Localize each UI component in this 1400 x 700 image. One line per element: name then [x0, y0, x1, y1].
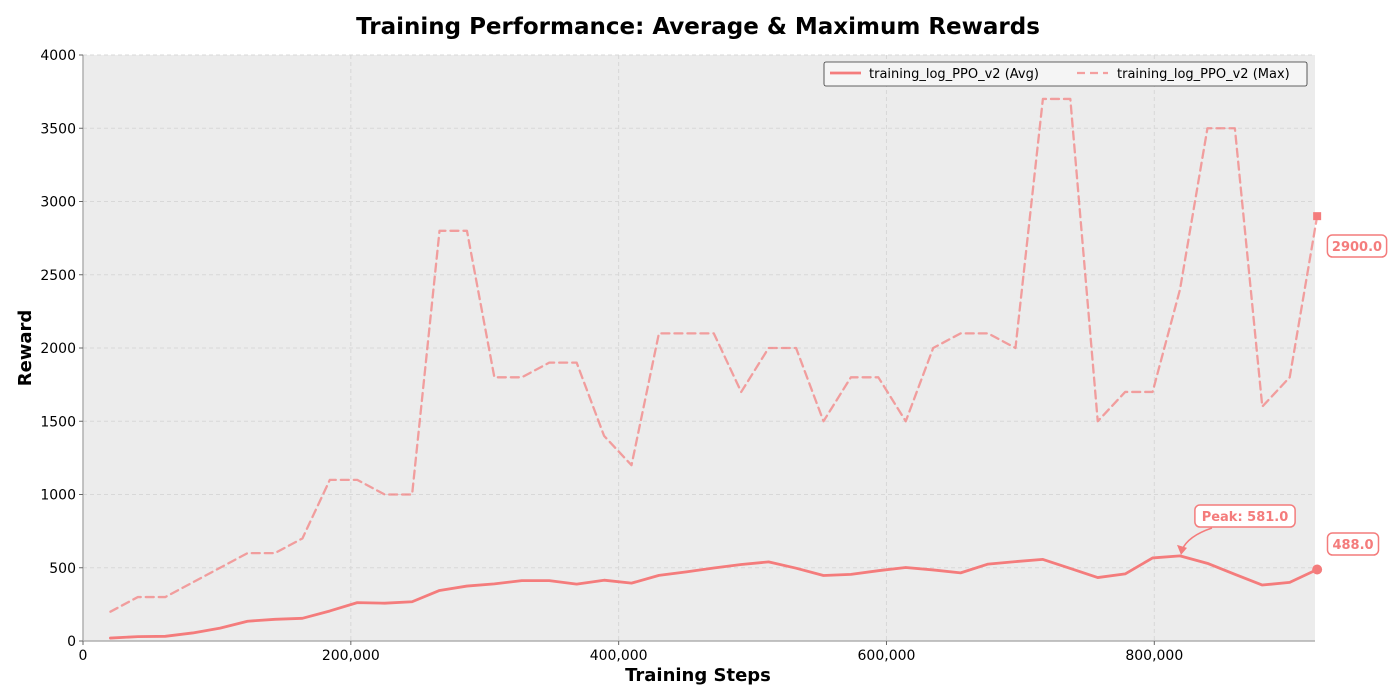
- series-line-avg: [109, 554, 1319, 640]
- max-end-marker: [1313, 212, 1322, 221]
- peak-arrow-head: [1177, 544, 1188, 555]
- y-tick-label: 1500: [40, 414, 76, 430]
- legend-label-avg: training_log_PPO_v2 (Avg): [869, 67, 1039, 82]
- x-tick-label: 0: [79, 648, 88, 664]
- y-tick-label: 2500: [40, 268, 76, 284]
- annotations: 2900.0 488.0 Peak: 581.0: [1177, 234, 1388, 556]
- y-tick-label: 4000: [40, 48, 76, 64]
- last-max-label-box: [1326, 234, 1388, 258]
- chart-title: Training Performance: Average & Maximum …: [356, 14, 1040, 40]
- peak-label-text: Peak: 581.0: [1202, 510, 1289, 525]
- y-tick-label: 500: [49, 561, 76, 577]
- y-tick-label: 1000: [40, 488, 76, 504]
- y-tick-label: 0: [67, 634, 76, 650]
- legend-label-max: training_log_PPO_v2 (Max): [1117, 67, 1290, 82]
- last-avg-label: 488.0: [1326, 532, 1380, 556]
- plot-area: 0 500 1000 1500 2000 2500 3000 3500 4000 0 200,000…: [40, 48, 1323, 664]
- last-max-label: 2900.0: [1326, 234, 1388, 258]
- chart-legend: training_log_PPO_v2 (Avg) training_log_PP…: [823, 61, 1308, 87]
- peak-label: Peak: 581.0: [1194, 504, 1296, 528]
- last-avg-label-text: 488.0: [1332, 538, 1373, 553]
- series-line-max: [109, 97, 1319, 613]
- legend-box: [823, 61, 1308, 87]
- x-tick-label: 400,000: [590, 648, 648, 664]
- y-axis-label: Reward: [15, 310, 36, 387]
- last-avg-label-box: [1326, 532, 1380, 556]
- avg-end-marker: [1312, 564, 1323, 575]
- last-max-label-text: 2900.0: [1332, 240, 1382, 255]
- x-axis-label: Training Steps: [625, 665, 771, 686]
- y-tick-label: 3000: [40, 195, 76, 211]
- y-tick-label: 2000: [40, 341, 76, 357]
- x-tick-label: 600,000: [858, 648, 916, 664]
- x-tick-label: 200,000: [322, 648, 380, 664]
- x-tick-label: 800,000: [1125, 648, 1183, 664]
- y-tick-label: 3500: [40, 121, 76, 137]
- peak-label-box: [1194, 504, 1296, 528]
